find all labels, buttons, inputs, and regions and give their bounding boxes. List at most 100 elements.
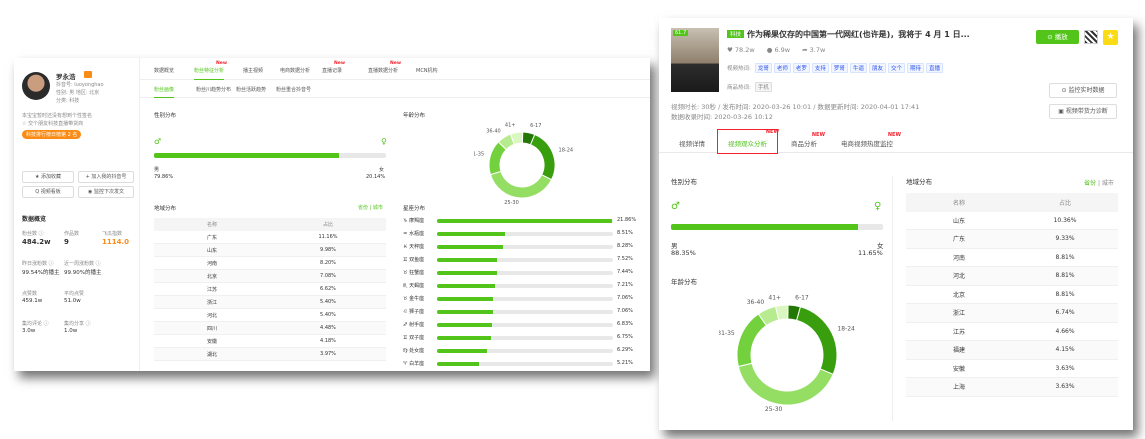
subtab-item[interactable]: 粉丝画像 xyxy=(154,86,175,98)
add-account-button[interactable]: + 加入我的抖音号 xyxy=(78,171,134,183)
province-share: 4.15% xyxy=(1055,346,1075,354)
star-value: 7.44% xyxy=(617,269,633,275)
subtab-item[interactable]: 粉丝活跃趋势 xyxy=(236,87,267,93)
tab-item[interactable]: 粉丝特征分析 New xyxy=(194,61,227,80)
new-badge: NEW xyxy=(765,129,779,135)
hot-word-tag[interactable]: 老罗 xyxy=(792,63,810,73)
stat-label: 近一周涨粉数 ⓘ xyxy=(64,261,101,267)
video-board-button[interactable]: Q 视频看板 xyxy=(22,186,74,198)
tab-label[interactable]: 视频详情 xyxy=(679,140,705,148)
star-sign-label: ♐ 射手座 xyxy=(403,322,425,328)
tab-label[interactable]: 电商数据分析 xyxy=(280,68,311,74)
stat-value: 9 xyxy=(64,238,69,246)
profile-bio: 本宝宝暂时还没有想到个性签名 xyxy=(22,113,93,119)
video-title[interactable]: 作为稀果仅存的中国第一代网红(也许是)，我将于 4 月 1 日... xyxy=(747,30,970,39)
hot-word-tag[interactable]: 龙哥 xyxy=(754,63,772,73)
province-name: 广东 xyxy=(206,234,217,241)
province-share: 10.36% xyxy=(1053,216,1077,224)
tab-label[interactable]: 视频观众分析 xyxy=(728,140,767,148)
tab-item[interactable]: 直播记录 New xyxy=(322,61,345,74)
star-title: 星座分布 xyxy=(403,206,426,212)
tab-label[interactable]: 播主视频 xyxy=(243,68,264,74)
star-sign-label: ♌ 狮子座 xyxy=(403,309,425,315)
profile-meta: 性别: 男 地区: 北京 xyxy=(56,90,100,96)
province-name: 福建 xyxy=(952,347,965,355)
tab-label[interactable]: 商品分析 xyxy=(791,140,817,148)
table-row: 广东 11.16% xyxy=(154,231,386,244)
age-slice-label: 25-30 xyxy=(765,406,783,413)
star-list: ♑ 摩羯座 21.86% ♒ 水瓶座 8.51% ♓ 天秤座 8.28% ♊ 双鱼座 7.52… xyxy=(403,214,641,370)
female-value: 11.65% xyxy=(858,249,883,257)
province-name: 湖北 xyxy=(206,351,217,358)
hot-word-tag[interactable]: 朋友 xyxy=(868,63,886,73)
star-bar-fill xyxy=(437,349,488,353)
tab-item[interactable]: MCN机构 xyxy=(416,67,438,74)
star-value: 6.83% xyxy=(617,321,633,327)
tab-label[interactable]: 直播数据分析 xyxy=(368,68,399,74)
hot-word-tag[interactable]: 支持 xyxy=(811,63,829,73)
subtab-item[interactable]: 粉丝川趋势分布 xyxy=(196,87,232,93)
province-name: 江苏 xyxy=(206,286,217,293)
region-toggle[interactable]: 省份 | 城市 xyxy=(1084,180,1114,187)
tab-item[interactable]: 数据概览 xyxy=(154,67,174,74)
table-header: 名称 占比 xyxy=(154,218,386,231)
region-toggle[interactable]: 省份 | 城市 xyxy=(358,205,383,211)
star-sign-label: ♒ 水瓶座 xyxy=(403,231,425,237)
gender-title: 性别分布 xyxy=(671,178,697,186)
comment-stat: ● 6.9w xyxy=(766,46,791,54)
female-value: 20.14% xyxy=(366,174,386,180)
province-share: 3.63% xyxy=(1055,383,1075,391)
tab-item[interactable]: 视频详情 xyxy=(679,138,705,148)
goods-word-tag[interactable]: 手机 xyxy=(754,82,772,92)
gender-bar xyxy=(154,153,386,158)
rank-badge[interactable]: 科技排行榜日榜第 2 名 xyxy=(22,130,82,139)
tab-item[interactable]: 电商视频热度监控 NEW xyxy=(841,132,901,148)
video-cover[interactable]: 61.7 xyxy=(671,28,719,92)
female-icon: ♀ xyxy=(381,137,387,146)
sub-tabs: 粉丝画像 粉丝川趋势分布 粉丝活跃趋势 粉丝重合抖音号 xyxy=(140,80,650,98)
play-button[interactable]: ⊙ 播放 xyxy=(1036,30,1079,44)
table-header-cell: 名称 xyxy=(206,222,217,228)
tab-item[interactable]: 直播数据分析 New xyxy=(368,61,401,74)
star-bar-fill xyxy=(437,310,494,314)
star-bar-fill xyxy=(437,297,494,301)
hot-word-tag[interactable]: 罗哥 xyxy=(830,63,848,73)
tab-label[interactable]: 粉丝特征分析 xyxy=(194,68,225,74)
tab-item[interactable]: 电商数据分析 xyxy=(280,67,310,74)
subtab-item[interactable]: 粉丝重合抖音号 xyxy=(276,87,312,93)
hot-word-tag[interactable]: 牛逼 xyxy=(849,63,867,73)
tab-item[interactable]: 视频观众分析 NEW xyxy=(717,129,779,154)
tab-label[interactable]: MCN机构 xyxy=(416,68,438,74)
monitor-button[interactable]: ◉ 监控下次发文 xyxy=(78,186,134,198)
tab-label[interactable]: 电商视频热度监控 xyxy=(841,140,893,148)
monitor-realtime-button[interactable]: ⊙ 监控实时数据 xyxy=(1049,83,1117,98)
collect-button[interactable]: ★ 添加收藏 xyxy=(22,171,74,183)
hot-word-tag[interactable]: 交个 xyxy=(887,63,905,73)
hot-word-tag[interactable]: 期待 xyxy=(906,63,924,73)
table-row: 北京 8.81% xyxy=(906,286,1118,304)
table-row: 福建 4.15% xyxy=(906,341,1118,360)
qr-code-icon[interactable] xyxy=(1084,30,1098,44)
new-badge: New xyxy=(216,61,228,66)
diagnosis-button[interactable]: ▣ 视频带货力诊断 xyxy=(1049,104,1117,119)
tab-label[interactable]: 直播记录 xyxy=(322,68,343,74)
province-share: 4.48% xyxy=(320,325,336,331)
tab-item[interactable]: 商品分析 NEW xyxy=(791,132,825,148)
avatar xyxy=(22,72,50,100)
province-name: 安徽 xyxy=(206,338,217,345)
age-slice-label: 36-40 xyxy=(747,299,765,306)
hot-word-tag[interactable]: 老师 xyxy=(773,63,791,73)
new-badge: New xyxy=(334,61,346,66)
video-meta: 视频时长: 30秒 / 发布时间: 2020-03-26 10:01 / 数据更… xyxy=(671,103,920,111)
region-title: 地域分布 xyxy=(906,178,932,186)
hot-word-tag[interactable]: 直播 xyxy=(926,63,944,73)
age-slice xyxy=(489,170,553,199)
province-share: 3.97% xyxy=(320,351,336,357)
tab-item[interactable]: 播主视频 xyxy=(243,67,263,74)
tab-label[interactable]: 数据概览 xyxy=(154,68,175,74)
table-row: 江苏 4.66% xyxy=(906,323,1118,341)
heart-icon: ♥ xyxy=(727,46,733,54)
table-row: 四川 4.48% xyxy=(154,322,386,335)
star-icon[interactable]: ★ xyxy=(1103,30,1118,45)
province-name: 四川 xyxy=(206,325,217,332)
